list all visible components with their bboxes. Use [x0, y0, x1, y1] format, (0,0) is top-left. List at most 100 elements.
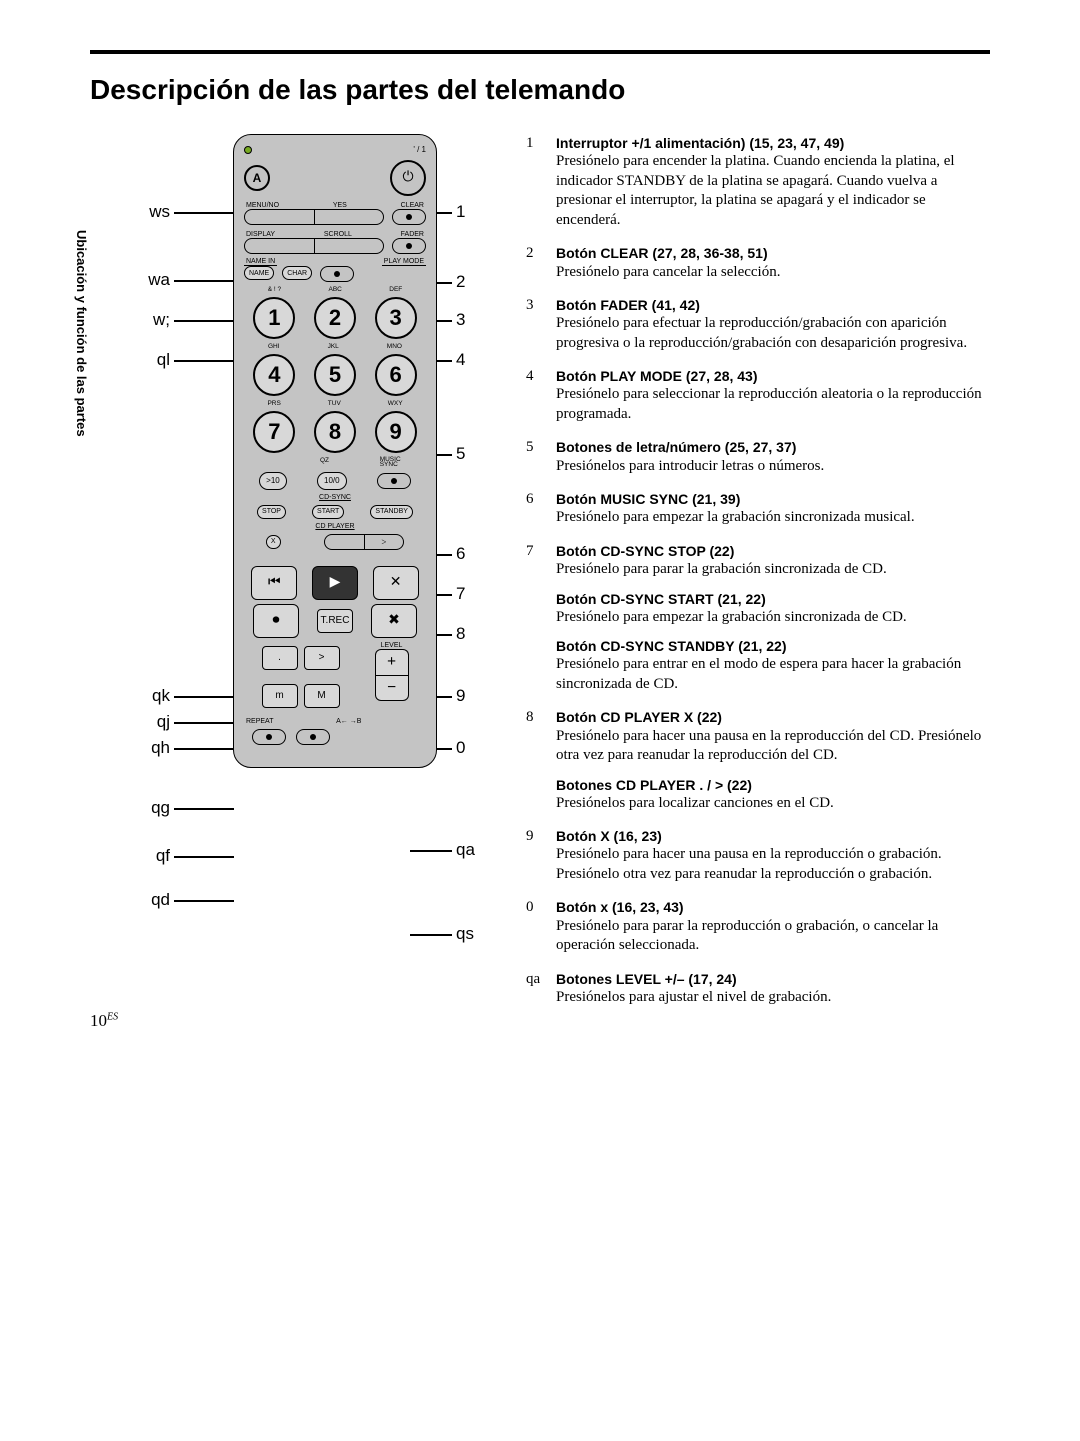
item-heading: Botón x (16, 23, 43): [556, 898, 990, 916]
callout-right: 8: [456, 624, 465, 644]
remote-wrap: wswaw;qlqkqjqhqgqfqd 1234567890qaqs ' / …: [180, 134, 490, 767]
item-description: Presiónelo para encender la platina. Cua…: [556, 152, 990, 230]
page-title: Descripción de las partes del telemando: [90, 74, 990, 106]
stop-x-button[interactable]: ✖: [371, 604, 417, 638]
rewind-button[interactable]: ⏮: [251, 566, 297, 600]
num-9-button[interactable]: 9: [375, 411, 417, 453]
num-4-button[interactable]: 4: [253, 354, 295, 396]
level-plus-button[interactable]: +: [375, 649, 409, 675]
level-box: LEVEL + −: [375, 642, 409, 701]
record-button[interactable]: ⏺: [253, 604, 299, 638]
m-upper-button[interactable]: M: [304, 684, 340, 708]
item-number: qa: [526, 970, 548, 1008]
top-rule: [90, 50, 990, 54]
name-button[interactable]: NAME: [244, 266, 274, 280]
callout-right: qs: [456, 924, 474, 944]
leader-line: [410, 934, 452, 936]
callout-right: 1: [456, 202, 465, 222]
dot-button[interactable]: .: [262, 646, 298, 670]
cdplayer-pause-button[interactable]: X: [266, 535, 281, 549]
description-item: 7 Botón CD-SYNC STOP (22) Presiónelo para …: [526, 542, 990, 695]
item-number: 6: [526, 490, 548, 528]
description-item: 0Botón x (16, 23, 43)Presiónelo para par…: [526, 898, 990, 955]
play-button[interactable]: ▶: [312, 566, 358, 600]
item-heading: Botón MUSIC SYNC (21, 39): [556, 490, 990, 508]
item-number: 4: [526, 367, 548, 424]
callout-right: qa: [456, 840, 475, 860]
item-number: 9: [526, 827, 548, 884]
item-heading: Botón PLAY MODE (27, 28, 43): [556, 367, 990, 385]
item-number: 8: [526, 708, 548, 813]
item-description: Presiónelo para hacer una pausa en la re…: [556, 845, 990, 884]
callout-left: qf: [70, 846, 170, 866]
clear-button[interactable]: [392, 209, 426, 225]
item-heading: Botón CD-SYNC STOP (22): [556, 542, 990, 560]
leader-line: [174, 748, 234, 750]
item-description: Presiónelo para cancelar la selección.: [556, 263, 990, 283]
item-heading: Botón CD PLAYER X (22): [556, 708, 990, 726]
ab-button[interactable]: [296, 729, 330, 745]
description-item: 4Botón PLAY MODE (27, 28, 43)Presiónelo …: [526, 367, 990, 424]
gt-button[interactable]: >: [304, 646, 340, 670]
description-item: 3Botón FADER (41, 42)Presiónelo para efe…: [526, 296, 990, 353]
num-7-button[interactable]: 7: [253, 411, 295, 453]
trec-button[interactable]: T.REC: [317, 609, 353, 633]
callout-left: qg: [70, 798, 170, 818]
level-minus-button[interactable]: −: [375, 675, 409, 701]
callout-right: 9: [456, 686, 465, 706]
display-labels: DISPLAY SCROLL FADER: [244, 231, 426, 238]
num-6-button[interactable]: 6: [375, 354, 417, 396]
description-item: 2Botón CLEAR (27, 28, 36-38, 51)Presióne…: [526, 244, 990, 282]
char-button[interactable]: CHAR: [282, 266, 312, 280]
pause-x-button[interactable]: ✕: [373, 566, 419, 600]
callout-left: ql: [70, 350, 170, 370]
callout-left: qd: [70, 890, 170, 910]
item-description: Presiónelo para parar la reproducción o …: [556, 917, 990, 956]
item-heading: Interruptor +/1 alimentación) (15, 23, 4…: [556, 134, 990, 152]
description-item: qaBotones LEVEL +/– (17, 24)Presiónelos …: [526, 970, 990, 1008]
playmode-button[interactable]: [320, 266, 354, 282]
callout-left: ws: [70, 202, 170, 222]
num-3-button[interactable]: 3: [375, 297, 417, 339]
num-8-button[interactable]: 8: [314, 411, 356, 453]
repeat-button[interactable]: [252, 729, 286, 745]
menu-yes-button[interactable]: [244, 209, 384, 225]
num-2-button[interactable]: 2: [314, 297, 356, 339]
music-sync-button[interactable]: [377, 473, 411, 489]
power-button[interactable]: ⏻: [390, 160, 426, 196]
callout-right: 5: [456, 444, 465, 464]
leader-line: [174, 212, 234, 214]
item-number: 7: [526, 542, 548, 695]
m-lower-button[interactable]: m: [262, 684, 298, 708]
cdsync-stop-button[interactable]: STOP: [257, 505, 286, 519]
sub-description: Presiónelo para entrar en el modo de esp…: [556, 655, 990, 694]
callout-left: qh: [70, 738, 170, 758]
leader-line: [174, 280, 234, 282]
item-heading: Botón X (16, 23): [556, 827, 990, 845]
description-item: 6Botón MUSIC SYNC (21, 39)Presiónelo par…: [526, 490, 990, 528]
leader-line: [174, 360, 234, 362]
num-5-button[interactable]: 5: [314, 354, 356, 396]
cdplayer-seek-button[interactable]: >: [324, 534, 404, 550]
item-number: 1: [526, 134, 548, 230]
item-description: Presiónelo para efectuar la reproducción…: [556, 314, 990, 353]
fader-button[interactable]: [392, 238, 426, 254]
callout-right: 2: [456, 272, 465, 292]
namein-label: NAME IN: [244, 258, 277, 266]
cdsync-start-button[interactable]: START: [312, 505, 344, 519]
page-number: 10ES: [90, 1011, 118, 1031]
num-1-button[interactable]: 1: [253, 297, 295, 339]
callout-left: w;: [70, 310, 170, 330]
leader-line: [174, 900, 234, 902]
n100-button[interactable]: 10/0: [317, 472, 347, 490]
callout-right: 6: [456, 544, 465, 564]
callout-left: qj: [70, 712, 170, 732]
cdsync-standby-button[interactable]: STANDBY: [370, 505, 413, 519]
gt10-button[interactable]: >10: [259, 472, 287, 490]
description-item: 9 Botón X (16, 23)Presiónelo para hacer u…: [526, 827, 990, 884]
leader-line: [174, 856, 234, 858]
display-scroll-button[interactable]: [244, 238, 384, 254]
item-heading: Botón CLEAR (27, 28, 36-38, 51): [556, 244, 990, 262]
sub-heading: Botones CD PLAYER . / > (22): [556, 776, 990, 794]
eject-button[interactable]: A: [244, 165, 270, 191]
